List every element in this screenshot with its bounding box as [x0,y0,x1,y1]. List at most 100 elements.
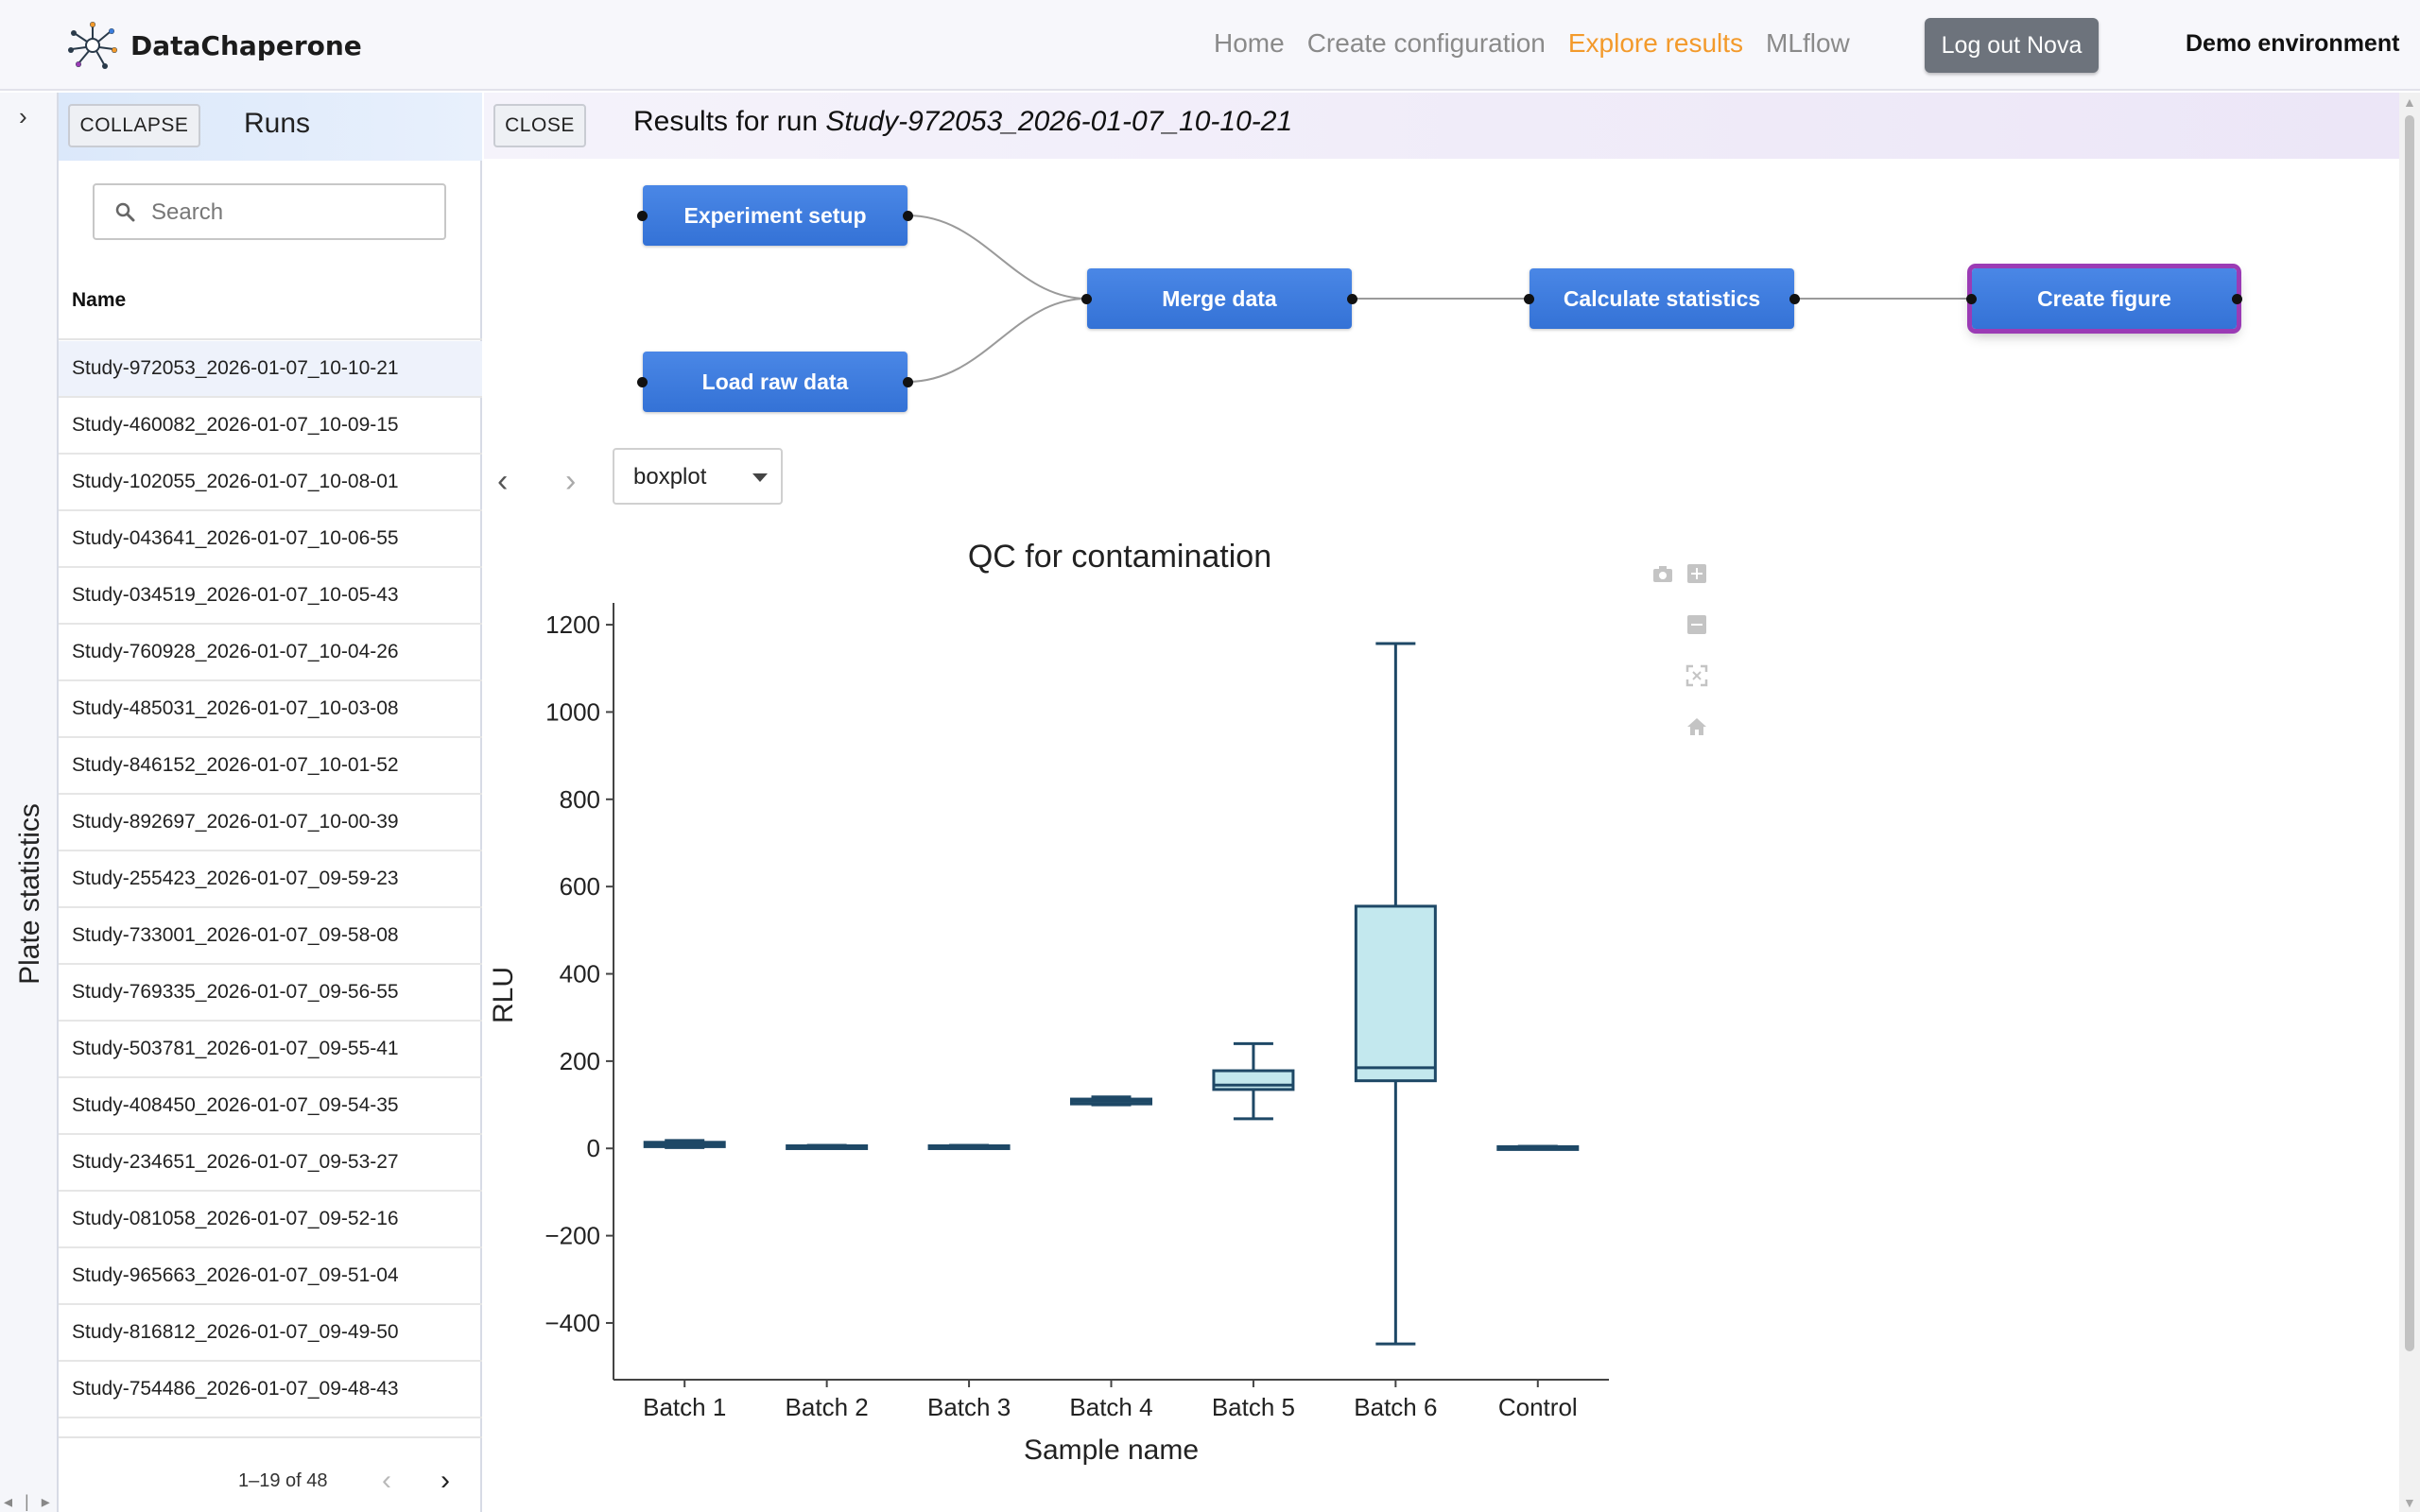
collapse-button[interactable]: COLLAPSE [68,104,200,147]
run-row[interactable]: Study-485031_2026-01-07_10-03-08 [59,681,482,738]
node-load-raw-data[interactable]: Load raw data [643,352,908,412]
environment-label: Demo environment [2186,30,2400,57]
next-page-icon[interactable]: › [441,1465,450,1496]
top-navigation-bar: DataChaperone Home Create configuration … [0,0,2420,91]
run-row[interactable]: Study-408450_2026-01-07_09-54-35 [59,1078,482,1135]
next-figure-icon[interactable]: › [565,463,577,499]
node-create-figure[interactable]: Create figure [1972,268,2237,329]
port-load-raw-data-out[interactable] [903,377,913,387]
boxplot-chart[interactable]: QC for contamination −400 −200 0 200 400 600 80… [484,537,1807,1482]
search-icon [115,202,135,222]
port-merge-data-in[interactable] [1081,294,1092,304]
x-tick-label: Batch 3 [927,1393,1011,1421]
rail-title: Plate statistics [14,803,45,985]
x-axis-title: Sample name [1024,1435,1199,1466]
runs-table-header[interactable]: Name [59,261,482,340]
nav-create-configuration[interactable]: Create configuration [1306,28,1546,58]
y-tick-label: 600 [560,872,600,901]
column-header-name[interactable]: Name [72,289,127,311]
node-experiment-setup[interactable]: Experiment setup [643,185,908,246]
port-merge-data-out[interactable] [1347,294,1357,304]
nav-home[interactable]: Home [1214,28,1285,58]
run-row[interactable]: Study-816812_2026-01-07_09-49-50 [59,1305,482,1362]
port-create-figure-out[interactable] [2232,294,2242,304]
y-tick-label: 400 [560,960,600,988]
port-experiment-setup-in[interactable] [637,211,648,221]
pipeline-graph: Experiment setup Load raw data Merge dat… [484,159,2399,518]
run-row[interactable]: Study-754486_2026-01-07_09-48-43 [59,1362,482,1418]
figure-type-value: boxplot [633,464,707,490]
expand-chevron-icon[interactable]: › [19,102,27,130]
box-iqr [1354,904,1437,1083]
previous-page-icon[interactable]: ‹ [382,1465,391,1496]
chart-title: QC for contamination [968,539,1271,575]
resize-handle-icon[interactable]: ◂ | ▸ [4,1492,54,1511]
node-merge-data[interactable]: Merge data [1087,268,1352,329]
runs-panel: COLLAPSE Runs Name Study-972053_2026-01-… [59,93,482,1512]
runs-panel-header: COLLAPSE Runs [59,93,482,161]
home-icon[interactable] [1685,714,1709,739]
run-row[interactable]: Study-234651_2026-01-07_09-53-27 [59,1135,482,1192]
results-header: CLOSE Results for run Study-972053_2026-… [484,93,2399,159]
nav-explore-results[interactable]: Explore results [1567,28,1744,58]
run-row[interactable]: Study-460082_2026-01-07_10-09-15 [59,398,482,455]
y-tick-label: 0 [587,1134,600,1162]
plate-statistics-rail[interactable]: › Plate statistics ◂ | ▸ [0,93,59,1512]
y-tick-label: 1000 [545,697,600,726]
nav-mlflow[interactable]: MLflow [1766,28,1850,58]
edge-experiment-to-merge [907,215,1088,300]
run-row[interactable]: Study-846152_2026-01-07_10-01-52 [59,738,482,795]
x-tick-label: Batch 6 [1354,1393,1437,1421]
box-iqr [1212,1069,1295,1091]
run-row[interactable]: Study-043641_2026-01-07_10-06-55 [59,511,482,568]
brand-name: DataChaperone [130,29,362,61]
run-row[interactable]: Study-965663_2026-01-07_09-51-04 [59,1248,482,1305]
node-calculate-statistics[interactable]: Calculate statistics [1530,268,1794,329]
autoscale-icon[interactable] [1685,663,1709,688]
results-title: Results for run Study-972053_2026-01-07_… [633,106,1292,138]
run-row[interactable]: Study-769335_2026-01-07_09-56-55 [59,965,482,1022]
run-row[interactable]: Study-102055_2026-01-07_10-08-01 [59,455,482,511]
runs-title: Runs [244,108,311,139]
logout-button[interactable]: Log out Nova [1925,18,2099,73]
run-row[interactable]: Study-760928_2026-01-07_10-04-26 [59,625,482,681]
run-row[interactable]: Study-503781_2026-01-07_09-55-41 [59,1022,482,1078]
y-tick-label: −200 [544,1222,600,1250]
edge-load-to-merge [907,298,1088,383]
run-row[interactable]: Study-081058_2026-01-07_09-52-16 [59,1192,482,1248]
scroll-down-icon[interactable]: ▼ [2403,1495,2416,1510]
run-row[interactable]: Study-972053_2026-01-07_10-10-21 [59,341,482,398]
scrollbar-thumb[interactable] [2405,115,2414,1351]
run-row[interactable]: Study-034519_2026-01-07_10-05-43 [59,568,482,625]
port-calculate-statistics-in[interactable] [1524,294,1534,304]
x-tick-label: Batch 2 [786,1393,869,1421]
y-axis-title: RLU [488,967,519,1023]
pagination: 1–19 of 48 ‹ › [59,1436,482,1512]
run-row[interactable]: Study-892697_2026-01-07_10-00-39 [59,795,482,851]
close-button[interactable]: CLOSE [493,104,586,147]
run-row[interactable]: Study-733001_2026-01-07_09-58-08 [59,908,482,965]
run-row[interactable]: Study-255423_2026-01-07_09-59-23 [59,851,482,908]
port-load-raw-data-in[interactable] [637,377,648,387]
brand[interactable]: DataChaperone [66,19,362,72]
main-scrollbar[interactable]: ▲ ▼ [2399,93,2420,1512]
scroll-up-icon[interactable]: ▲ [2403,94,2416,110]
camera-icon[interactable] [1651,561,1675,586]
zoom-out-icon[interactable] [1685,612,1709,637]
search-input[interactable] [151,195,435,231]
port-experiment-setup-out[interactable] [903,211,913,221]
pagination-label: 1–19 of 48 [238,1470,328,1491]
y-tick-label: 1200 [545,610,600,639]
results-main: CLOSE Results for run Study-972053_2026-… [484,93,2420,1512]
results-title-prefix: Results for run [633,106,826,137]
previous-figure-icon[interactable]: ‹ [497,463,509,499]
main-nav: Home Create configuration Explore result… [1214,28,1850,59]
zoom-in-icon[interactable] [1685,561,1709,586]
search-box[interactable] [93,183,446,240]
datachaperone-logo-icon [68,22,117,69]
chart-canvas[interactable]: QC for contamination −400 −200 0 200 400 600 80… [484,537,1713,1482]
x-tick-label: Batch 5 [1212,1393,1295,1421]
port-create-figure-in[interactable] [1966,294,1977,304]
figure-type-select[interactable]: boxplot [613,448,783,505]
port-calculate-statistics-out[interactable] [1789,294,1800,304]
